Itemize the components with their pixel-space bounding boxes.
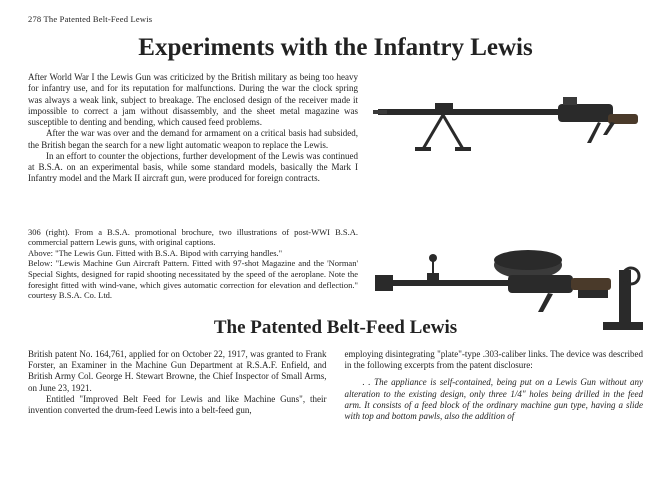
- para-2: After the war was over and the demand fo…: [28, 128, 358, 151]
- col-left-p2: Entitled "Improved Belt Feed for Lewis a…: [28, 394, 327, 417]
- figure-top: [373, 66, 643, 171]
- col-right-p2: . . The appliance is self-contained, bei…: [345, 377, 644, 422]
- para-3: In an effort to counter the objections, …: [28, 151, 358, 185]
- col-right: employing disintegrating "plate"-type .3…: [345, 349, 644, 423]
- col-left-p1: British patent No. 164,761, applied for …: [28, 349, 327, 394]
- intro-text: After World War I the Lewis Gun was crit…: [28, 72, 358, 185]
- page-header: 278 The Patented Belt-Feed Lewis: [28, 14, 643, 24]
- para-1: After World War I the Lewis Gun was crit…: [28, 72, 358, 128]
- col-left: British patent No. 164,761, applied for …: [28, 349, 327, 423]
- main-title: Experiments with the Infantry Lewis: [28, 34, 643, 62]
- two-column-text: British patent No. 164,761, applied for …: [28, 349, 643, 423]
- figure-mid: [373, 220, 643, 355]
- figure-caption: 306 (right). From a B.S.A. promotional b…: [28, 227, 358, 301]
